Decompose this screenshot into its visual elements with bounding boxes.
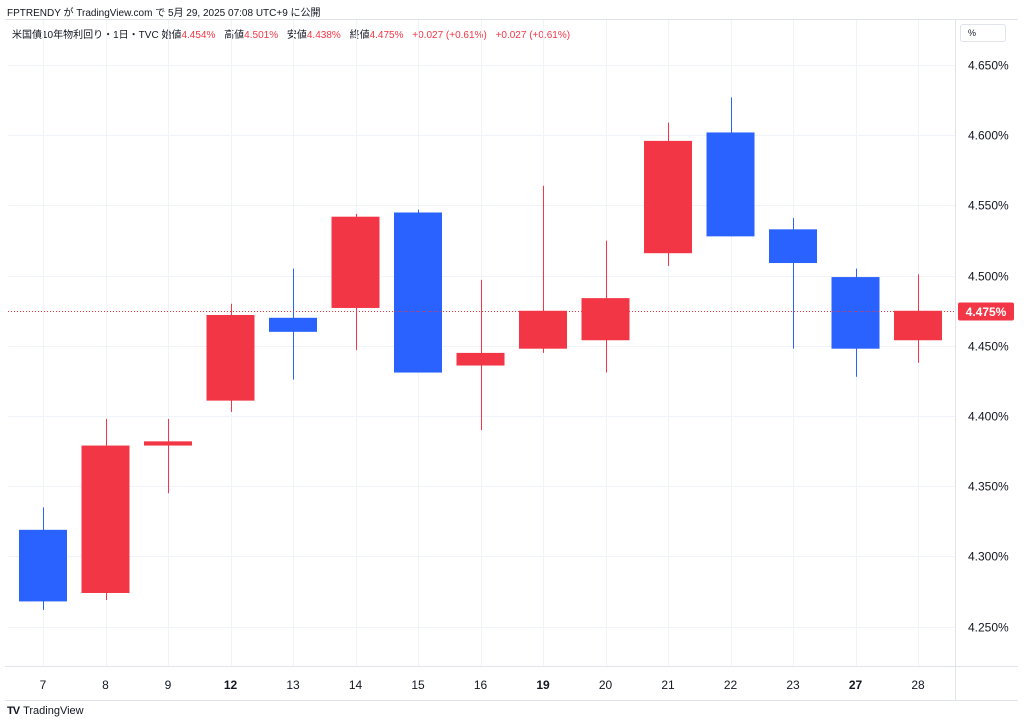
- change-value: +0.027 (+0.61%): [412, 30, 487, 41]
- candle-20: [581, 240, 630, 373]
- y-tick-label: 4.350%: [968, 480, 1009, 494]
- candle-14: [331, 213, 380, 351]
- x-tick-label: 14: [349, 678, 363, 692]
- x-tick-label: 22: [724, 678, 738, 692]
- candle-12: [206, 303, 255, 412]
- x-tick-label: 27: [849, 678, 863, 692]
- tradingview-logo-icon: TV: [7, 705, 20, 717]
- x-tick-label: 21: [661, 678, 675, 692]
- low-value: 4.438%: [306, 30, 341, 41]
- candle-body: [331, 216, 380, 308]
- candle-28: [894, 274, 942, 363]
- x-tick-label: 8: [102, 678, 109, 692]
- candle-body: [894, 310, 942, 341]
- y-tick-label: 4.300%: [968, 550, 1009, 564]
- footer-brand: TV TradingView: [7, 705, 84, 717]
- candle-15: [394, 209, 442, 373]
- candle-body: [706, 132, 755, 237]
- high-label: 高値: [224, 30, 245, 41]
- x-tick-label: 15: [411, 678, 425, 692]
- candle-22: [706, 97, 755, 237]
- chart-frame: [5, 19, 1018, 701]
- candle-body: [144, 441, 192, 446]
- candle-7: [19, 507, 67, 610]
- candle-21: [644, 122, 692, 266]
- y-tick-label: 4.500%: [968, 270, 1009, 284]
- candle-body: [644, 140, 692, 254]
- candle-body: [269, 317, 317, 332]
- footer-brand-text: TradingView: [23, 705, 84, 717]
- y-tick-label: 4.450%: [968, 340, 1009, 354]
- x-tick-label: 16: [474, 678, 488, 692]
- y-tick-label: 4.650%: [968, 59, 1009, 73]
- last-price-tag: [958, 302, 1014, 321]
- scale-unit-button[interactable]: %: [960, 24, 1006, 42]
- candle-body: [519, 310, 567, 349]
- y-tick-label: 4.550%: [968, 199, 1009, 213]
- candle-body: [831, 277, 880, 349]
- candle-23: [769, 218, 817, 349]
- x-tick-label: 12: [224, 678, 238, 692]
- candle-body: [769, 229, 817, 264]
- last-price-label: 4.475%: [966, 305, 1007, 319]
- candle-body: [394, 212, 442, 373]
- candle-9: [144, 418, 192, 494]
- close-value: 4.475%: [369, 30, 404, 41]
- high-value: 4.501%: [244, 30, 279, 41]
- candle-16: [456, 279, 505, 431]
- low-label: 安値: [286, 30, 307, 41]
- y-tick-label: 4.600%: [968, 129, 1009, 143]
- publish-header: FPTRENDY が TradingView.com で 5月 29, 2025…: [7, 8, 321, 19]
- open-label: 始値: [161, 30, 182, 41]
- candle-body: [456, 352, 505, 366]
- candle-body: [206, 314, 255, 401]
- x-tick-label: 19: [536, 678, 550, 692]
- ohlc-legend: 米国債10年物利回り・1日・TVC 始値4.454% 高値4.501% 安値4.…: [12, 26, 576, 41]
- x-tick-label: 7: [40, 678, 47, 692]
- price-axis[interactable]: 4.250% 4.300% 4.350% 4.400% 4.450% 4.500% 4.55…: [968, 59, 1009, 635]
- candle-body: [19, 529, 67, 602]
- last-price-marker: 4.475%: [8, 302, 1014, 321]
- x-tick-label: 20: [599, 678, 613, 692]
- candle-body: [81, 445, 130, 593]
- candle-19: [519, 185, 567, 353]
- y-tick-label: 4.250%: [968, 621, 1009, 635]
- open-value: 4.454%: [181, 30, 216, 41]
- x-tick-label: 9: [165, 678, 172, 692]
- change-value-2: +0.027 (+0.61%): [495, 30, 571, 41]
- candle-13: [269, 268, 317, 380]
- x-tick-label: 28: [911, 678, 925, 692]
- x-tick-label: 13: [286, 678, 300, 692]
- time-axis[interactable]: 7 8 9 12 13 14 15 16 19 20 21 22 23 27 28: [40, 678, 925, 692]
- candle-27: [831, 268, 880, 377]
- symbol-label[interactable]: 米国債10年物利回り・1日・TVC: [12, 30, 159, 41]
- y-tick-label: 4.400%: [968, 410, 1009, 424]
- candle-body: [581, 298, 630, 341]
- candles: [19, 97, 942, 610]
- candle-8: [81, 418, 130, 601]
- close-label: 終値: [349, 30, 370, 41]
- x-tick-label: 23: [786, 678, 800, 692]
